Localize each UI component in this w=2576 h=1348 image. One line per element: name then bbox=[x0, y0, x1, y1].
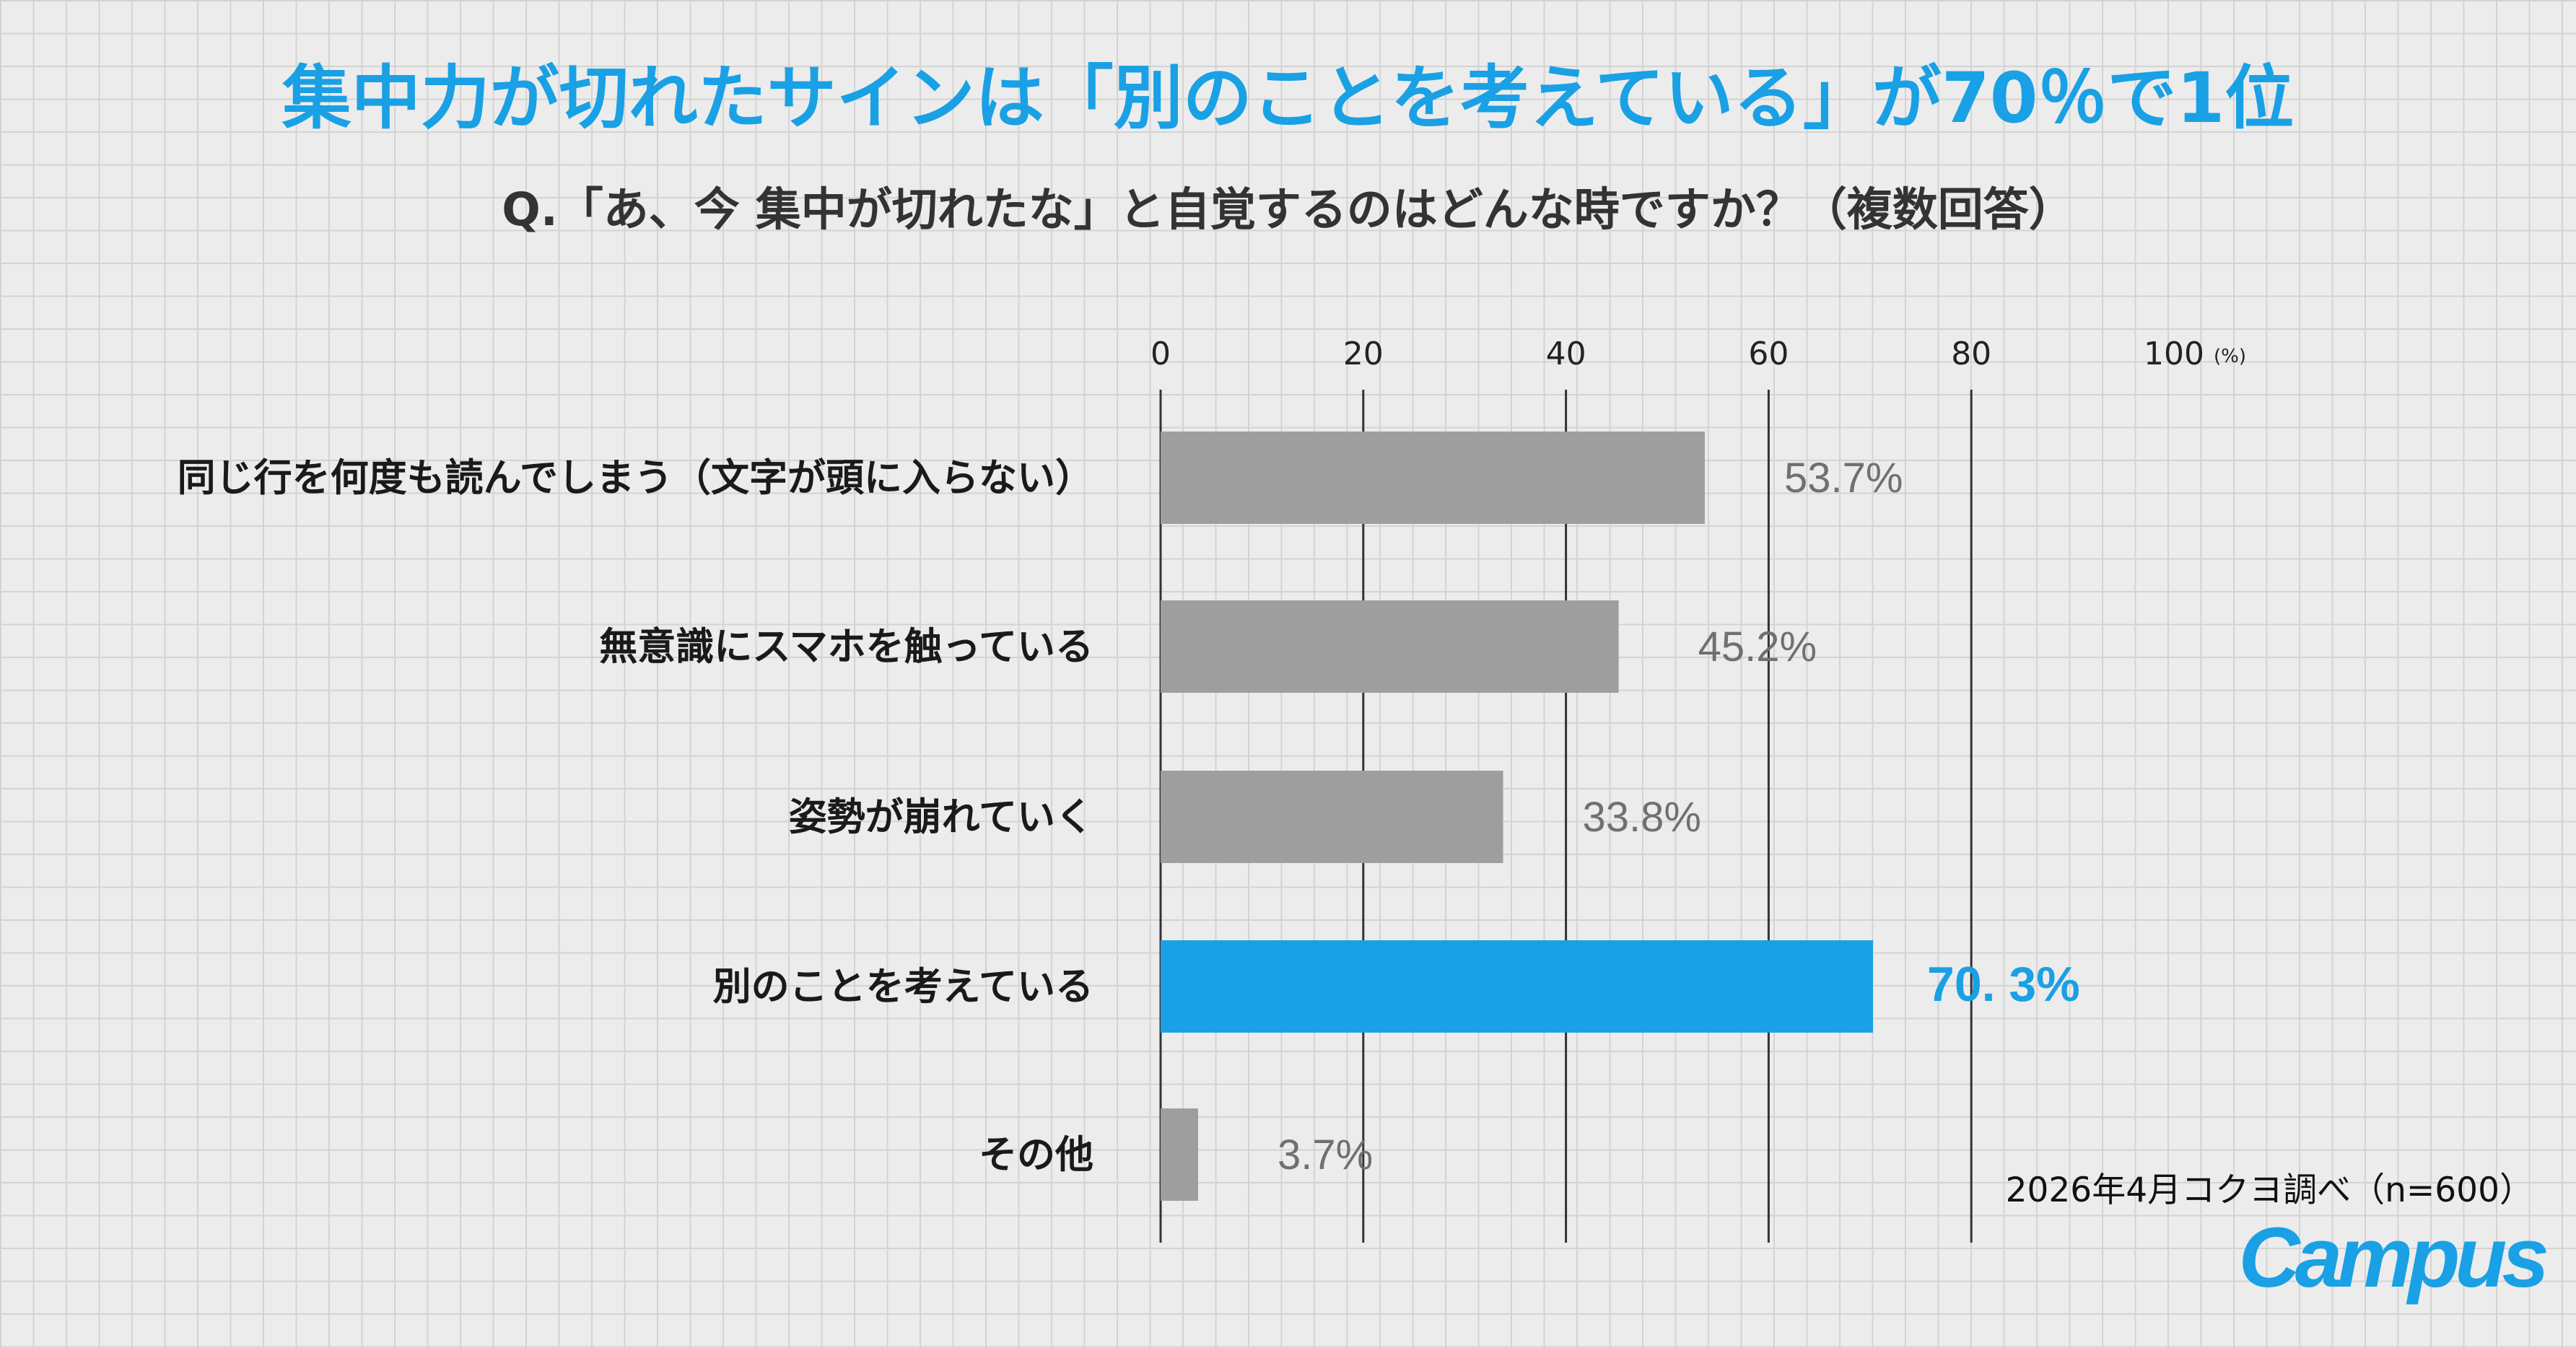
category-label: 無意識にスマホを触っている bbox=[599, 625, 1093, 669]
category-label: 別のことを考えている bbox=[713, 965, 1093, 1009]
category-label: 同じ行を何度も読んでしまう（文字が頭に入らない） bbox=[178, 456, 1093, 500]
source-note: 2026年4月コクヨ調べ（n=600） bbox=[2005, 1170, 2533, 1210]
chart-subtitle: Q.「あ、今 集中が切れたな」と自覚するのはどんな時ですか？（複数回答） bbox=[502, 183, 2074, 236]
x-tick-label: 100 bbox=[2144, 336, 2204, 372]
chart-title: 集中力が切れたサインは「別のことを考えている」が70％で1位 bbox=[281, 58, 2295, 139]
category-label: 姿勢が崩れていく bbox=[789, 795, 1093, 839]
category-label: その他 bbox=[979, 1133, 1093, 1177]
x-tick-label: 0 bbox=[1151, 336, 1171, 372]
value-label: 53.7% bbox=[1784, 455, 1903, 502]
value-label: 3.7% bbox=[1278, 1132, 1373, 1178]
x-tick-label: 20 bbox=[1343, 336, 1384, 372]
bar bbox=[1161, 771, 1503, 863]
value-label: 45.2% bbox=[1698, 623, 1817, 670]
bar bbox=[1161, 600, 1619, 693]
bar bbox=[1161, 1108, 1198, 1201]
x-tick-label: 80 bbox=[1951, 336, 1991, 372]
bar bbox=[1161, 432, 1705, 524]
campus-logo: Campus bbox=[2238, 1210, 2549, 1305]
x-tick-label: 60 bbox=[1748, 336, 1789, 372]
x-tick-label: 40 bbox=[1546, 336, 1586, 372]
bar bbox=[1161, 940, 1874, 1033]
value-label: 33.8% bbox=[1583, 794, 1701, 841]
x-unit-label: (%) bbox=[2214, 346, 2246, 367]
value-label: 70. 3% bbox=[1927, 957, 2080, 1012]
